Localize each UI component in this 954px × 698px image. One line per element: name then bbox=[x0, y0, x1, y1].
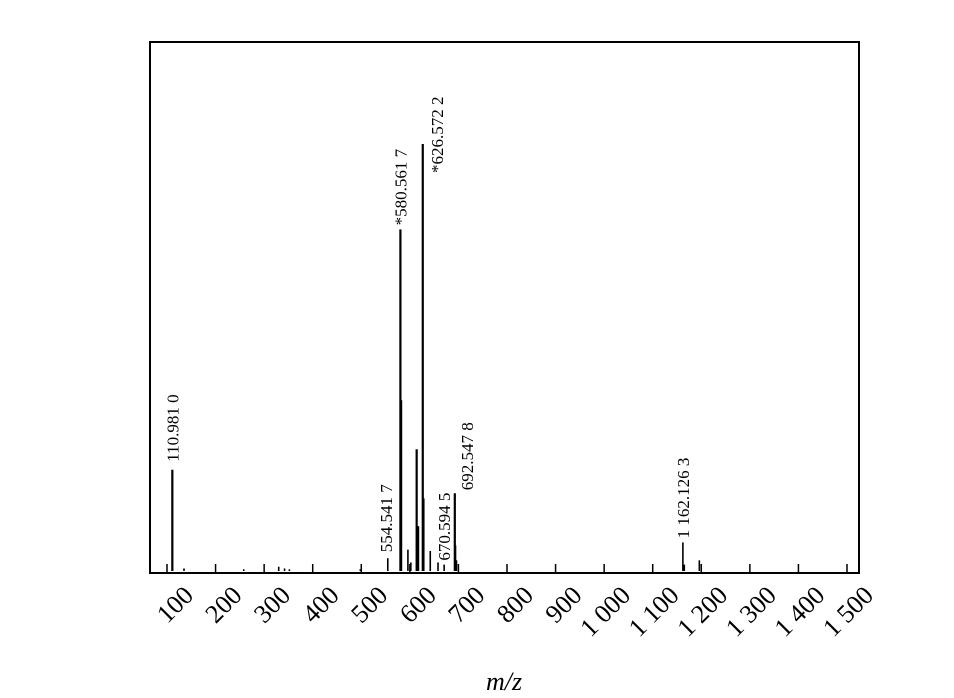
peak-label-4: 670.594 5 bbox=[435, 493, 454, 561]
x-tick-label-1300: 1 300 bbox=[720, 581, 782, 643]
peak-label-2: *580.561 7 bbox=[391, 148, 410, 225]
peak-label-3: *626.572 2 bbox=[428, 97, 447, 174]
x-tick-label-1100: 1 100 bbox=[623, 581, 685, 643]
x-tick-label-100: 100 bbox=[151, 581, 199, 629]
peak-label-6: 1 162.126 3 bbox=[674, 458, 693, 539]
x-tick-label-1500: 1 500 bbox=[817, 581, 879, 643]
x-tick-label-800: 800 bbox=[491, 581, 539, 629]
x-tick-label-600: 600 bbox=[394, 581, 442, 629]
x-axis-title: m/z bbox=[486, 667, 522, 696]
x-tick-label-1200: 1 200 bbox=[671, 581, 733, 643]
plot-frame bbox=[149, 41, 860, 574]
x-tick-label-200: 200 bbox=[200, 581, 248, 629]
x-tick-label-1000: 1 000 bbox=[574, 581, 636, 643]
x-tick-label-700: 700 bbox=[442, 581, 490, 629]
x-tick-label-300: 300 bbox=[248, 581, 296, 629]
peak-labels-group: 110.981 0 554.541 7 *580.561 7 *626.572 2 67… bbox=[163, 97, 693, 561]
peak-label-1: 554.541 7 bbox=[377, 484, 396, 553]
x-tick-label-400: 400 bbox=[297, 581, 345, 629]
peak-label-0: 110.981 0 bbox=[163, 394, 182, 461]
x-tick-label-500: 500 bbox=[345, 581, 393, 629]
peaks-group bbox=[171, 144, 701, 571]
x-tick-label-1400: 1 400 bbox=[769, 581, 831, 643]
peak-label-5: 692.547 8 bbox=[458, 422, 477, 490]
